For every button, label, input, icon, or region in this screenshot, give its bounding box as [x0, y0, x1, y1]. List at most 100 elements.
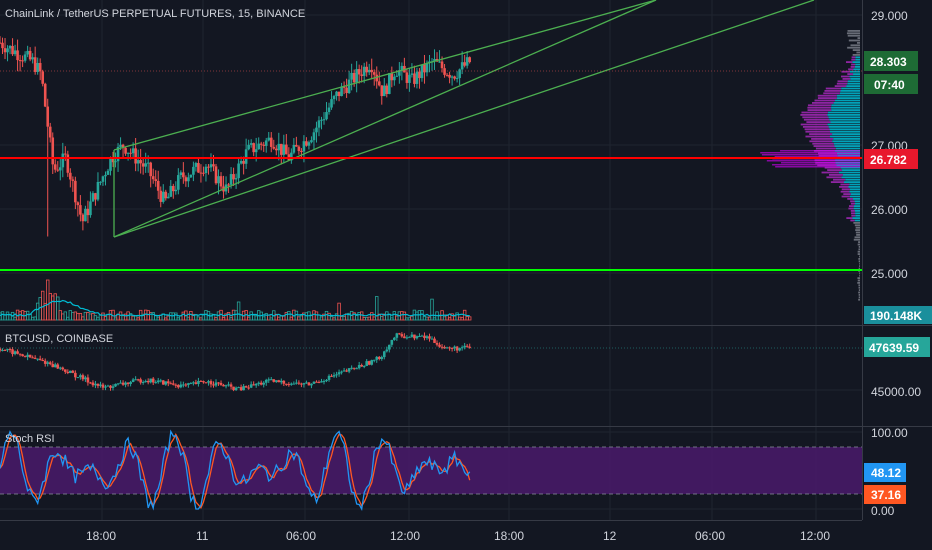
btc-candle-body [355, 368, 358, 370]
price-candle-body [355, 69, 358, 83]
btc-price-value: 47639.59 [869, 341, 919, 355]
price-candle-body [360, 74, 363, 76]
price-candle-body [455, 78, 459, 80]
volume-profile-row-alt [841, 75, 850, 78]
volume-profile-poc [766, 160, 860, 162]
volume-bar [56, 296, 60, 321]
price-candle-body [69, 172, 72, 180]
volume-bar [467, 316, 472, 321]
price-candle-body [109, 157, 112, 171]
btc-candle-body [315, 381, 318, 383]
btc-candle-body [204, 382, 208, 384]
btc-candle-body [48, 362, 52, 365]
btc-candle-body [342, 370, 346, 372]
price-candle-body [445, 74, 449, 76]
volume-profile-row [856, 234, 860, 236]
volume-profile-row [853, 238, 860, 241]
price-candle-body [177, 175, 180, 190]
btc-tick: 45000.00 [871, 385, 921, 399]
price-candle-body [285, 144, 288, 155]
btc-candle-body [11, 349, 14, 355]
price-candle-body [71, 179, 75, 181]
price-candle-body [26, 50, 29, 55]
volume-profile-row [849, 188, 860, 191]
btc-candle-body [146, 381, 150, 383]
price-candle-body [345, 87, 348, 94]
price-candle-body [18, 60, 22, 62]
volume-profile-row-alt [814, 99, 835, 102]
volume-profile-row-alt [815, 147, 836, 150]
price-candle-body [277, 143, 281, 151]
price-channel[interactable] [113, 0, 815, 238]
time-tick: 18:00 [86, 529, 116, 543]
volume-profile-row [852, 61, 860, 63]
price-candle-body [408, 74, 411, 83]
btc-candle-body [177, 385, 180, 388]
price-candle-body [267, 137, 271, 141]
btc-candle-body [242, 386, 245, 391]
volume-bar [455, 312, 459, 321]
price-tick: 29.000 [871, 9, 908, 23]
price-candle-body [197, 163, 200, 173]
btc-candle-body [340, 371, 343, 373]
volume-profile-row [854, 66, 860, 68]
channel-upper-trendline [113, 0, 657, 151]
volume-profile-row [830, 121, 860, 123]
btc-candle-body [53, 364, 57, 368]
price-candle-body [154, 179, 158, 181]
volume-profile-row-alt [848, 207, 854, 210]
rsi-k-line [0, 429, 471, 511]
price-candle-body [31, 57, 34, 60]
btc-candle-body [325, 379, 328, 382]
price-candle-body [189, 174, 193, 178]
price-candle-body [330, 99, 333, 108]
volume-profile-row [829, 118, 860, 121]
price-candle-body [227, 184, 230, 186]
btc-candle-body [134, 379, 137, 381]
volume-profile-row-alt [843, 193, 851, 195]
volume-profile-row [850, 44, 860, 47]
volume-profile-row [858, 248, 860, 251]
volume-bar [63, 311, 68, 321]
btc-candle-body [144, 381, 147, 383]
volume-profile-row [836, 97, 860, 99]
volume-profile-row [854, 210, 860, 212]
volume-profile-row [859, 265, 860, 267]
volume-profile-row [847, 30, 860, 32]
btc-candle-body [345, 370, 348, 372]
volume-profile-row [858, 284, 860, 287]
price-candle-body [443, 68, 446, 75]
btc-candle-body [13, 351, 17, 355]
btc-candle-body [332, 375, 336, 377]
btc-candle-body [287, 384, 291, 386]
price-candle-body [28, 50, 32, 60]
volume-profile-row-alt [806, 121, 831, 123]
price-candle-body [234, 178, 238, 180]
btc-candle-body [428, 336, 431, 339]
volume-profile-row-alt [813, 145, 835, 147]
volume-profile-row-alt [824, 90, 841, 92]
price-candle-body [111, 157, 115, 163]
volume-profile-row [836, 94, 860, 97]
btc-candle-body [159, 380, 163, 382]
price-candle-body [116, 146, 120, 162]
price-candle-body [305, 141, 308, 146]
volume-profile-row [842, 174, 860, 176]
price-candle-body [219, 176, 223, 187]
price-candle-body [1, 42, 4, 49]
rsi-tick-0: 0.00 [871, 504, 895, 518]
price-candle-body [156, 180, 160, 191]
btc-candle-body [36, 358, 39, 360]
price-candle-body [398, 70, 401, 76]
price-candle-body [58, 167, 62, 171]
btc-candle-body [154, 382, 158, 384]
volume-profile-row-alt [802, 116, 829, 119]
btc-candle-body [257, 382, 261, 384]
btc-candle-body [395, 333, 399, 338]
btc-candle-body [23, 356, 27, 358]
volume-profile-row [849, 183, 860, 186]
price-candle-body [182, 172, 185, 178]
volume-profile-row [856, 51, 860, 54]
btc-candle-body [357, 365, 361, 369]
